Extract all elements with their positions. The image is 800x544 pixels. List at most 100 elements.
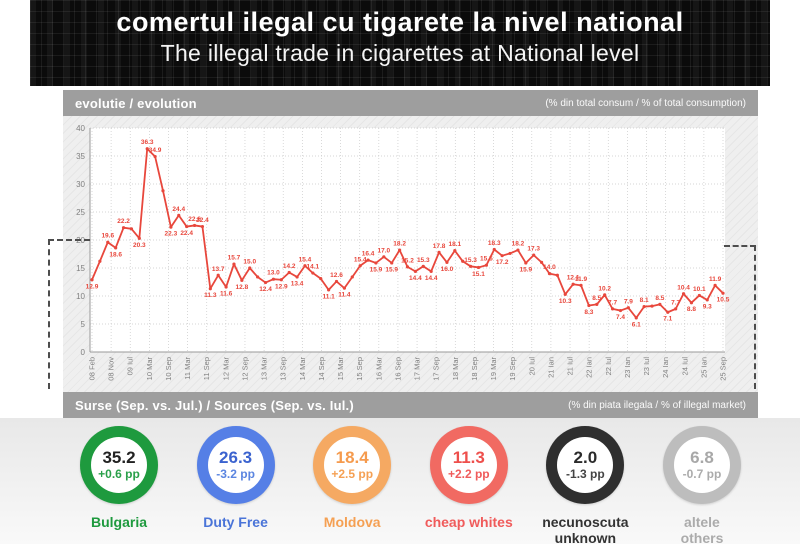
data-point [453,249,457,253]
data-point-label: 7.4 [616,314,625,321]
data-point-label: 12.6 [330,272,343,279]
data-point-label: 17.2 [496,259,509,266]
data-point [634,316,638,320]
data-point [303,264,307,268]
data-point [185,224,189,229]
data-point [674,307,678,311]
data-point-label: 15.3 [464,257,477,264]
x-tick-label: 25 Sep [719,357,728,381]
data-point-label: 8.5 [655,295,664,302]
duty-free-ring: 26.3 -3.2 pp [196,426,275,504]
data-point [358,264,362,268]
cheap-whites-inner: 11.3 +2.2 pp [440,437,497,493]
data-point-label: 11.9 [709,276,722,283]
data-point [532,253,536,257]
data-point [413,269,417,273]
data-point-label: 12.9 [275,283,288,290]
x-tick-label: 13 Mar [260,356,269,380]
page-title: comertul ilegal cu tigarete la nivel nat… [116,7,684,37]
data-point [263,280,268,285]
data-point-label: 10.4 [677,284,690,291]
y-tick-label: 25 [76,208,85,217]
x-tick-label: 11 Mar [183,357,192,380]
header-banner: comertul ilegal cu tigarete la nivel nat… [30,0,770,86]
evolution-unit-label: (% din total consum / % of total consump… [545,97,746,109]
duty-free-label: Duty Free [203,514,268,530]
data-point [571,282,575,286]
data-point [145,147,149,151]
x-tick-label: 10 Sep [164,357,173,381]
x-tick-label: 08 Feb [88,357,97,380]
data-point-label: 36.3 [141,139,154,146]
data-point [232,262,236,266]
bulgaria-value: 35.2 [102,447,136,467]
x-tick-label: 09 Iul [126,357,135,376]
moldova-inner: 18.4 +2.5 pp [324,437,381,493]
data-point [721,291,725,295]
data-point [200,224,205,229]
data-point-label: 15.3 [417,257,430,264]
data-point [689,301,694,305]
data-point-label: 15.4 [354,256,367,263]
unknown-delta: -1.3 pp [566,466,605,481]
cheap-whites-label: cheap whites [424,514,513,530]
data-point [271,277,276,281]
data-point-label: 22.3 [165,231,178,238]
data-point [256,275,260,279]
data-point [287,270,291,275]
y-tick-label: 10 [76,292,85,301]
y-tick-label: 0 [81,348,86,357]
x-tick-label: 15 Mar [336,356,345,380]
data-point [437,250,441,254]
data-point [547,272,552,276]
x-tick-label: 14 Sep [317,357,326,381]
data-point [342,286,346,290]
data-point-label: 10.2 [598,285,611,292]
x-tick-label: 25 Ian [699,357,708,378]
data-point [658,302,662,306]
data-point [618,308,623,313]
x-tick-label: 22 Iul [604,357,613,376]
data-point [366,258,370,262]
data-point [240,278,244,282]
y-tick-label: 5 [81,320,86,329]
others-value: 6.8 [690,447,714,467]
data-point [697,293,701,298]
data-point-label: 15.9 [385,266,398,273]
data-point-label: 22.4 [180,230,193,237]
data-point-label: 14.0 [543,264,556,271]
data-point [516,248,520,252]
others-ring: 6.8 -0.7 pp [662,426,741,504]
y-tick-label: 40 [76,124,85,133]
data-point [98,259,102,263]
data-point [539,260,544,264]
data-point-label: 15.4 [299,256,312,263]
data-point-label: 14.1 [307,264,320,271]
duty-free-inner: 26.3 -3.2 pp [207,437,264,493]
x-tick-label: 17 Sep [432,357,441,381]
data-point [161,189,165,193]
data-point [405,265,410,269]
x-tick-label: 08 Nov [107,357,116,381]
unknown-value: 2.0 [573,447,598,467]
data-point [492,247,496,252]
data-point [461,259,465,263]
data-point [382,255,386,259]
data-point [666,310,670,314]
data-point [334,279,339,284]
data-point-label: 11.3 [204,292,217,299]
x-tick-label: 18 Sep [470,357,479,381]
source-circle-others: 6.8 -0.7 pp altele others [646,426,758,544]
data-point [524,261,528,265]
x-tick-label: 14 Mar [298,356,307,380]
data-point [90,278,94,282]
data-point-label: 24.4 [172,206,185,213]
x-tick-label: 24 Iul [680,357,689,376]
x-tick-label: 18 Mar [451,356,460,380]
data-point [114,246,118,250]
data-point-label: 17.8 [433,243,446,250]
data-point [445,260,449,264]
data-point [398,248,402,252]
data-point [595,302,599,306]
